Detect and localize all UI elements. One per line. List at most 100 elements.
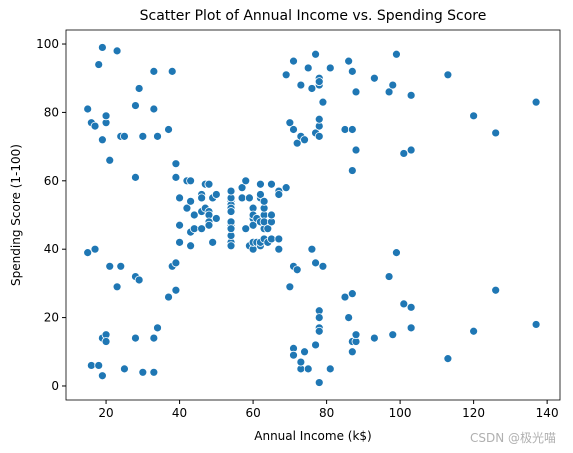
- scatter-point: [131, 172, 140, 182]
- scatter-point: [171, 285, 181, 295]
- scatter-point: [314, 378, 324, 387]
- y-tick-label: 80: [44, 105, 59, 119]
- scatter-point: [120, 364, 129, 374]
- scatter-point: [491, 128, 501, 138]
- scatter-point: [296, 80, 306, 90]
- scatter-point: [399, 149, 409, 158]
- scatter-point: [314, 114, 324, 124]
- scatter-point: [344, 313, 354, 322]
- scatter-point: [325, 63, 335, 73]
- scatter-point: [384, 87, 394, 97]
- scatter-point: [307, 244, 317, 254]
- scatter-point: [226, 207, 236, 216]
- scatter-point: [267, 179, 276, 189]
- scatter-point: [469, 326, 479, 336]
- scatter-point: [351, 145, 361, 155]
- scatter-point: [369, 333, 379, 343]
- scatter-point: [281, 70, 291, 80]
- scatter-point: [134, 84, 144, 93]
- y-tick-label: 40: [44, 242, 59, 256]
- scatter-point: [175, 193, 184, 203]
- scatter-point: [347, 347, 357, 357]
- scatter-point: [274, 234, 284, 244]
- scatter-point: [175, 237, 184, 247]
- x-tick-label: 100: [389, 406, 412, 420]
- scatter-point: [105, 155, 115, 165]
- scatter-point: [138, 131, 148, 141]
- scatter-point: [153, 323, 162, 333]
- scatter-point: [171, 159, 181, 169]
- scatter-point: [256, 190, 265, 199]
- scatter-point: [97, 135, 107, 145]
- x-tick-label: 60: [245, 406, 260, 420]
- scatter-point: [300, 347, 309, 357]
- scatter-point: [171, 172, 181, 182]
- scatter-point: [274, 244, 284, 254]
- scatter-point: [531, 320, 541, 329]
- scatter-point: [226, 186, 236, 196]
- scatter-point: [131, 333, 140, 343]
- y-tick-label: 20: [44, 311, 59, 325]
- scatter-point: [303, 364, 313, 374]
- scatter-point: [314, 77, 324, 87]
- scatter-point: [241, 224, 251, 234]
- scatter-point: [237, 183, 247, 193]
- scatter-point: [164, 125, 173, 134]
- scatter-point: [211, 214, 221, 223]
- scatter-point: [392, 49, 401, 59]
- scatter-point: [112, 282, 122, 292]
- scatter-point: [248, 220, 258, 230]
- x-axis-label: Annual Income (k$): [254, 429, 371, 443]
- scatter-point: [443, 354, 453, 364]
- scatter-point: [171, 258, 181, 268]
- x-tick-label: 140: [536, 406, 559, 420]
- scatter-point: [469, 111, 479, 121]
- scatter-point: [90, 244, 100, 254]
- scatter-point: [97, 371, 107, 381]
- scatter-point: [325, 364, 335, 374]
- scatter-point: [392, 248, 401, 258]
- scatter-point: [340, 292, 350, 302]
- scatter-point: [131, 101, 140, 110]
- scatter-point: [189, 210, 199, 220]
- scatter-point: [116, 261, 126, 271]
- scatter-point: [164, 292, 173, 302]
- scatter-point: [318, 97, 328, 107]
- scatter-point: [186, 176, 196, 186]
- scatter-point: [289, 350, 298, 360]
- scatter-point: [289, 56, 298, 66]
- watermark: CSDN @极光喵: [470, 431, 556, 445]
- scatter-point: [204, 179, 214, 189]
- scatter-point: [344, 56, 354, 66]
- scatter-point: [101, 337, 111, 346]
- scatter-point: [311, 340, 320, 350]
- scatter-point: [105, 261, 115, 271]
- scatter-point: [112, 46, 122, 56]
- scatter-point: [237, 193, 247, 203]
- scatter-point: [267, 210, 276, 220]
- scatter-point: [149, 66, 159, 76]
- scatter-point: [138, 367, 148, 377]
- scatter-point: [226, 241, 236, 251]
- scatter-point: [197, 224, 207, 234]
- scatter-point: [153, 131, 162, 141]
- scatter-point: [226, 224, 236, 234]
- x-tick-label: 40: [172, 406, 187, 420]
- scatter-point: [296, 357, 306, 367]
- scatter-point: [491, 285, 501, 295]
- scatter-point: [211, 190, 221, 199]
- scatter-point: [134, 275, 144, 285]
- scatter-point: [186, 241, 196, 251]
- scatter-point: [406, 90, 416, 100]
- scatter-point: [314, 326, 324, 336]
- scatter-point: [274, 190, 284, 199]
- scatter-point: [384, 272, 394, 281]
- x-tick-label: 120: [462, 406, 485, 420]
- scatter-point: [256, 179, 265, 189]
- x-tick-label: 20: [98, 406, 113, 420]
- scatter-point: [531, 97, 541, 107]
- scatter-point: [388, 80, 398, 90]
- scatter-point: [340, 125, 350, 134]
- scatter-point: [186, 196, 196, 206]
